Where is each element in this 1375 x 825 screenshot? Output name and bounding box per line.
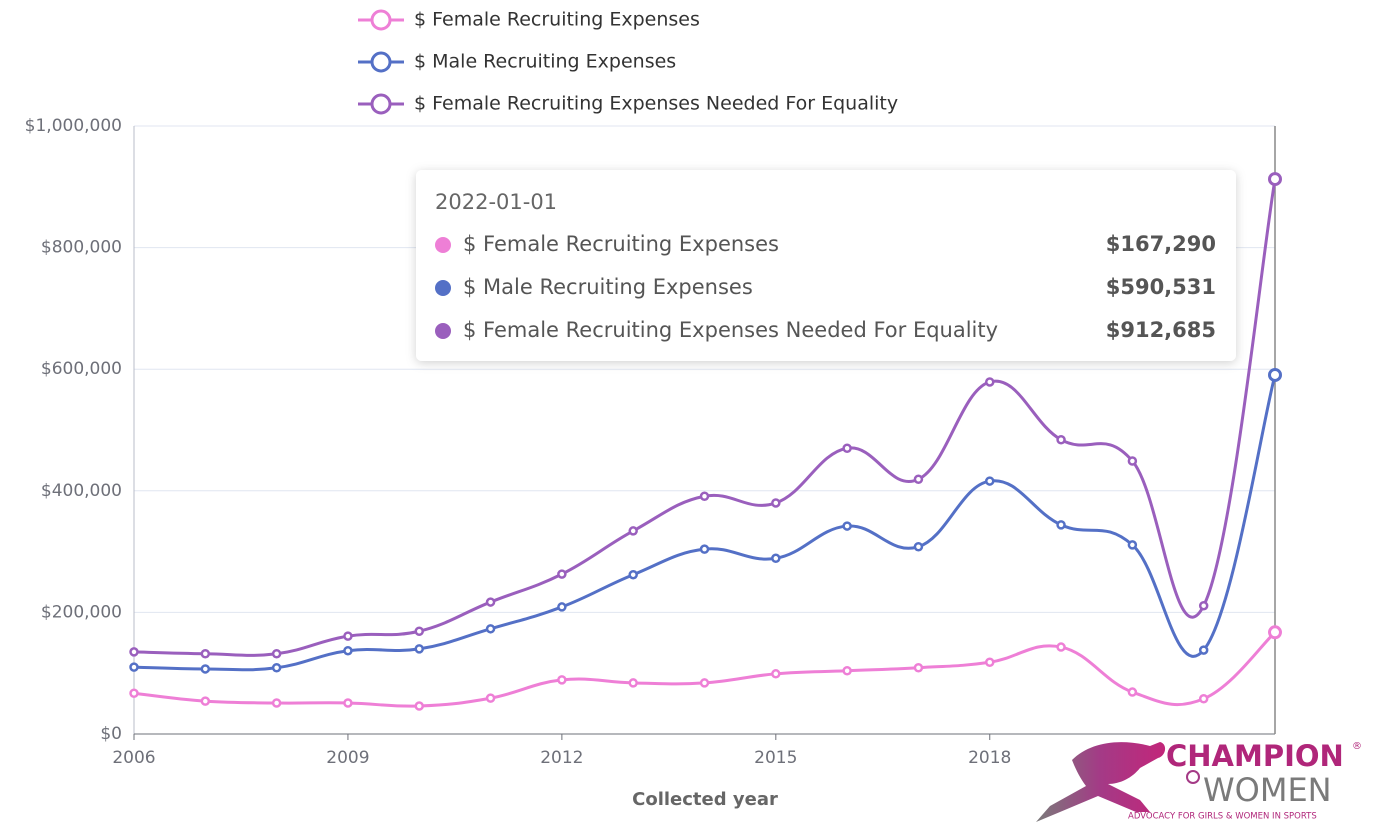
logo-line1: CHAMPION <box>1166 739 1344 773</box>
x-tick-label: 2012 <box>540 748 583 768</box>
data-point <box>485 597 496 607</box>
y-tick-label: $200,000 <box>41 602 122 622</box>
data-point <box>699 544 710 554</box>
x-tick-label: 2015 <box>754 748 797 768</box>
tooltip: 2022-01-01 $ Female Recruiting Expenses $1… <box>416 170 1236 361</box>
data-point <box>557 675 567 685</box>
tooltip-name: $ Female Recruiting Expenses Needed For … <box>463 318 998 342</box>
y-tick-label: $600,000 <box>41 359 122 379</box>
legend-label: $ Male Recruiting Expenses <box>414 51 676 73</box>
data-point <box>699 491 710 502</box>
y-tick-label: $400,000 <box>41 481 122 501</box>
series-line <box>133 631 1277 708</box>
tooltip-value: $167,290 <box>1106 232 1216 256</box>
logo-ball <box>1186 770 1200 784</box>
logo-bg <box>1022 738 1375 825</box>
tooltip-name: $ Female Recruiting Expenses <box>463 232 779 256</box>
legend-marker <box>370 9 392 31</box>
series-line <box>133 178 1277 657</box>
data-point <box>985 377 995 387</box>
data-point <box>1198 645 1209 655</box>
data-point <box>271 662 282 673</box>
x-axis-label: Collected year <box>632 789 778 810</box>
data-point <box>200 664 211 674</box>
data-point <box>628 526 638 536</box>
legend-marker <box>370 51 392 73</box>
data-point <box>1127 456 1138 466</box>
data-point <box>628 678 638 688</box>
data-point <box>913 474 924 484</box>
data-point <box>200 648 211 659</box>
data-point <box>985 657 995 668</box>
series-line <box>133 374 1277 672</box>
x-tick-label: 2009 <box>326 748 369 768</box>
data-point <box>913 662 924 673</box>
data-point <box>1198 693 1209 704</box>
data-point <box>200 696 211 706</box>
y-tick-label: $0 <box>100 724 122 744</box>
tooltip-title: 2022-01-01 <box>435 190 557 214</box>
legend-label: $ Female Recruiting Expenses <box>414 9 700 31</box>
y-tick-label: $800,000 <box>41 238 122 258</box>
data-point <box>1056 520 1066 530</box>
data-point <box>557 569 567 579</box>
data-point <box>414 701 424 711</box>
data-point <box>129 662 139 672</box>
logo-line2: WOMEN <box>1203 771 1332 809</box>
data-point <box>771 498 781 508</box>
tooltip-value: $912,685 <box>1106 318 1216 342</box>
data-point <box>485 624 496 634</box>
tooltip-marker <box>435 237 451 253</box>
data-point <box>343 645 353 656</box>
data-point <box>842 666 852 676</box>
data-point <box>129 688 139 699</box>
data-point <box>1268 367 1282 382</box>
tooltip-box <box>416 170 1236 361</box>
logo-tagline: ADVOCACY FOR GIRLS & WOMEN IN SPORTS <box>1128 812 1317 822</box>
data-point <box>1127 540 1138 550</box>
logo-mark: ® <box>1352 741 1362 752</box>
data-point <box>842 521 852 531</box>
data-point <box>414 644 424 654</box>
data-point <box>1268 172 1282 187</box>
x-tick-label: 2018 <box>968 748 1011 768</box>
data-point <box>271 698 282 708</box>
data-point <box>129 647 139 657</box>
x-tick-label: 2006 <box>112 748 155 768</box>
logo-figure <box>1036 742 1166 822</box>
tooltip-name: $ Male Recruiting Expenses <box>463 275 753 299</box>
data-point <box>1127 687 1138 697</box>
data-point <box>414 626 424 636</box>
legend-marker <box>370 93 392 115</box>
data-point <box>1268 625 1282 640</box>
data-point <box>771 669 781 679</box>
tooltip-marker <box>435 280 451 296</box>
data-point <box>985 476 995 486</box>
data-point <box>771 553 781 564</box>
tooltip-value: $590,531 <box>1106 275 1216 299</box>
data-point <box>628 569 638 580</box>
data-point <box>699 678 710 688</box>
data-point <box>271 648 282 659</box>
data-point <box>485 693 496 703</box>
logo: CHAMPION ® WOMEN ADVOCACY FOR GIRLS & WOMEN… <box>1022 738 1375 825</box>
data-point <box>1056 434 1066 445</box>
data-point <box>343 698 353 708</box>
data-point <box>1056 642 1066 652</box>
data-point <box>842 443 852 453</box>
legend-label: $ Female Recruiting Expenses Needed For … <box>414 93 898 115</box>
y-tick-label: $1,000,000 <box>25 116 122 136</box>
data-point <box>1198 600 1209 611</box>
data-point <box>343 631 353 641</box>
data-point <box>557 602 567 612</box>
tooltip-marker <box>435 323 451 339</box>
data-point <box>913 541 924 552</box>
